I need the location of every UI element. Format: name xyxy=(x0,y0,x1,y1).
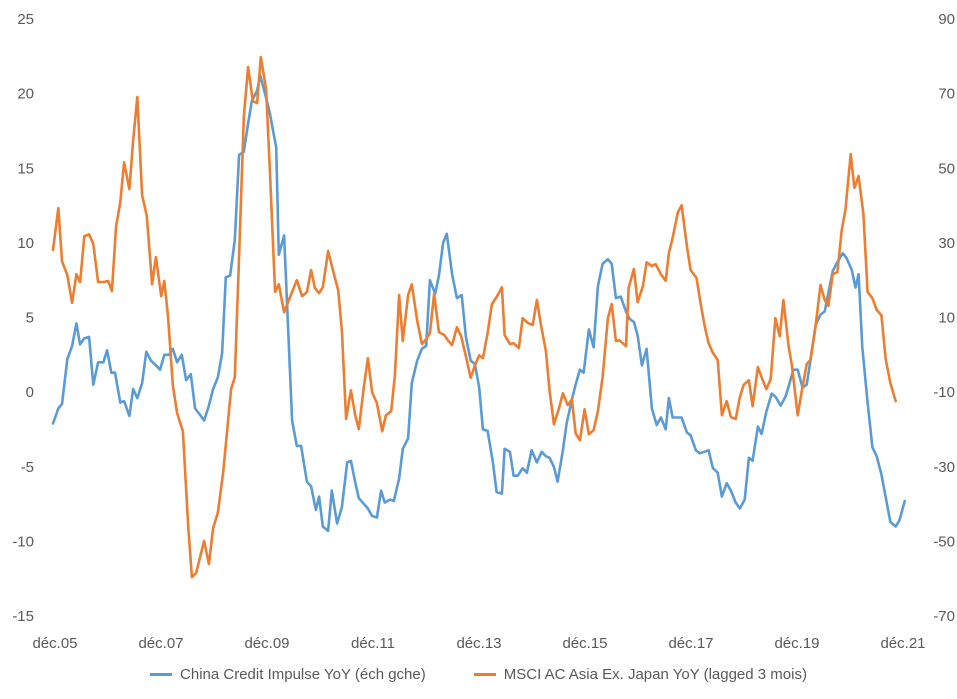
x-tick-label: déc.19 xyxy=(774,635,819,650)
x-tick-label: déc.13 xyxy=(456,635,501,650)
left-axis-ticks: 25 20 15 10 5 0 -5 -10 -15 xyxy=(12,11,34,625)
right-axis-ticks: 90 70 50 30 10 -10 -30 -50 -70 xyxy=(933,11,955,625)
right-tick-label: -30 xyxy=(933,459,955,476)
x-tick-label: déc.11 xyxy=(351,635,395,650)
right-tick-label: 30 xyxy=(938,235,955,252)
series-line-msci-asia xyxy=(51,55,898,579)
legend: China Credit Impulse YoY (éch gche) MSCI… xyxy=(0,666,957,683)
left-tick-label: 10 xyxy=(17,235,34,252)
left-tick-label: 20 xyxy=(17,86,34,103)
left-tick-label: 15 xyxy=(17,160,34,177)
right-tick-label: -70 xyxy=(933,608,955,625)
right-tick-label: 50 xyxy=(938,160,955,177)
left-tick-label: -10 xyxy=(12,533,34,550)
x-tick-label: déc.07 xyxy=(138,635,183,650)
legend-swatch-orange xyxy=(473,673,496,676)
x-tick-label: déc.09 xyxy=(244,635,289,650)
right-tick-label: -10 xyxy=(933,384,955,401)
right-tick-label: -50 xyxy=(933,533,955,550)
right-tick-label: 10 xyxy=(938,310,955,327)
right-tick-label: 90 xyxy=(938,11,955,28)
left-tick-label: 25 xyxy=(17,11,34,28)
x-axis-ticks: déc.05 déc.07 déc.09 déc.11 déc.13 déc.15 déc.… xyxy=(32,635,925,650)
x-tick-label: déc.05 xyxy=(32,635,77,650)
legend-swatch-blue xyxy=(150,673,173,676)
series-line-china-credit-impulse xyxy=(51,74,907,533)
left-tick-label: -5 xyxy=(21,459,34,476)
legend-label: China Credit Impulse YoY (éch gche) xyxy=(180,666,426,683)
x-tick-label: déc.21 xyxy=(880,635,925,650)
legend-label: MSCI AC Asia Ex. Japan YoY (lagged 3 moi… xyxy=(503,666,807,683)
left-tick-label: -15 xyxy=(12,608,34,625)
left-tick-label: 0 xyxy=(26,384,34,401)
legend-item-msci-asia: MSCI AC Asia Ex. Japan YoY (lagged 3 moi… xyxy=(473,666,807,683)
left-tick-label: 5 xyxy=(26,310,34,327)
series-lines xyxy=(51,55,907,579)
right-tick-label: 70 xyxy=(938,86,955,103)
legend-item-china-credit-impulse: China Credit Impulse YoY (éch gche) xyxy=(150,666,426,683)
x-tick-label: déc.17 xyxy=(668,635,713,650)
x-tick-label: déc.15 xyxy=(562,635,607,650)
